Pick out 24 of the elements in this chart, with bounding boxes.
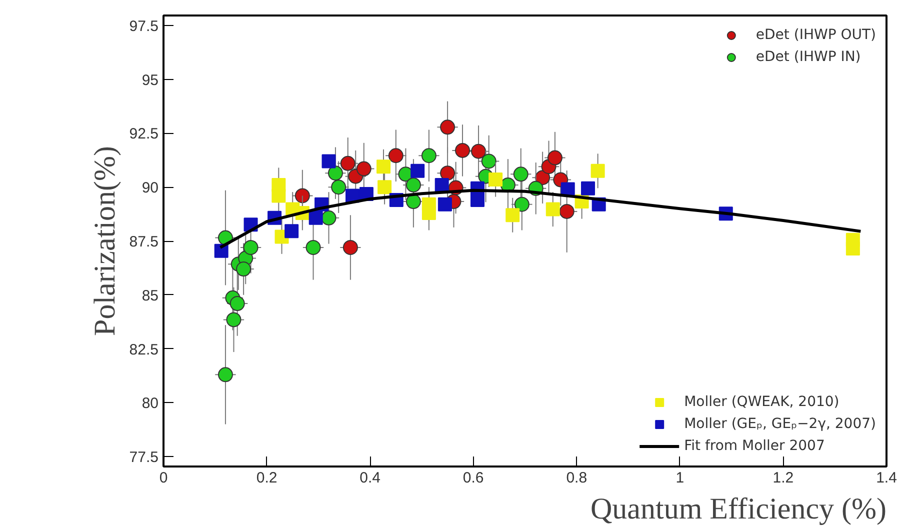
y-tick-label: 85: [142, 287, 159, 304]
y-tick-label: 90: [142, 180, 159, 197]
legend-label: Fit from Moller 2007: [684, 438, 825, 454]
x-tick-label: 1.2: [772, 470, 794, 486]
x-tick-label: 1: [676, 470, 684, 486]
legend-label: Moller (QWEAK, 2010): [684, 394, 840, 410]
x-tick-label: 0.4: [360, 470, 381, 486]
y-tick-label: 80: [142, 395, 159, 412]
y-tick-label: 82.5: [129, 341, 159, 358]
y-tick-label: 92.5: [129, 126, 159, 143]
y-tick-label: 77.5: [129, 449, 159, 466]
y-tick-label: 95: [142, 72, 159, 89]
x-axis-title: Quantum Efficiency (%): [590, 492, 887, 526]
x-tick-label: 0.2: [256, 470, 278, 486]
legend-label: eDet (IHWP IN): [756, 49, 861, 65]
x-tick-label: 0.8: [566, 470, 588, 486]
legend-label: eDet (IHWP OUT): [756, 27, 876, 43]
y-axis-title: Polarization(%): [88, 146, 122, 336]
x-tick-label: 0: [159, 470, 168, 486]
y-tick-label: 97.5: [129, 18, 159, 35]
x-tick-label: 1.4: [876, 470, 897, 486]
y-tick-label: 87.5: [129, 234, 159, 250]
legend-label: Moller (GEₚ, GEₚ−2γ, 2007): [684, 416, 876, 432]
x-tick-label: 0.6: [462, 470, 484, 486]
